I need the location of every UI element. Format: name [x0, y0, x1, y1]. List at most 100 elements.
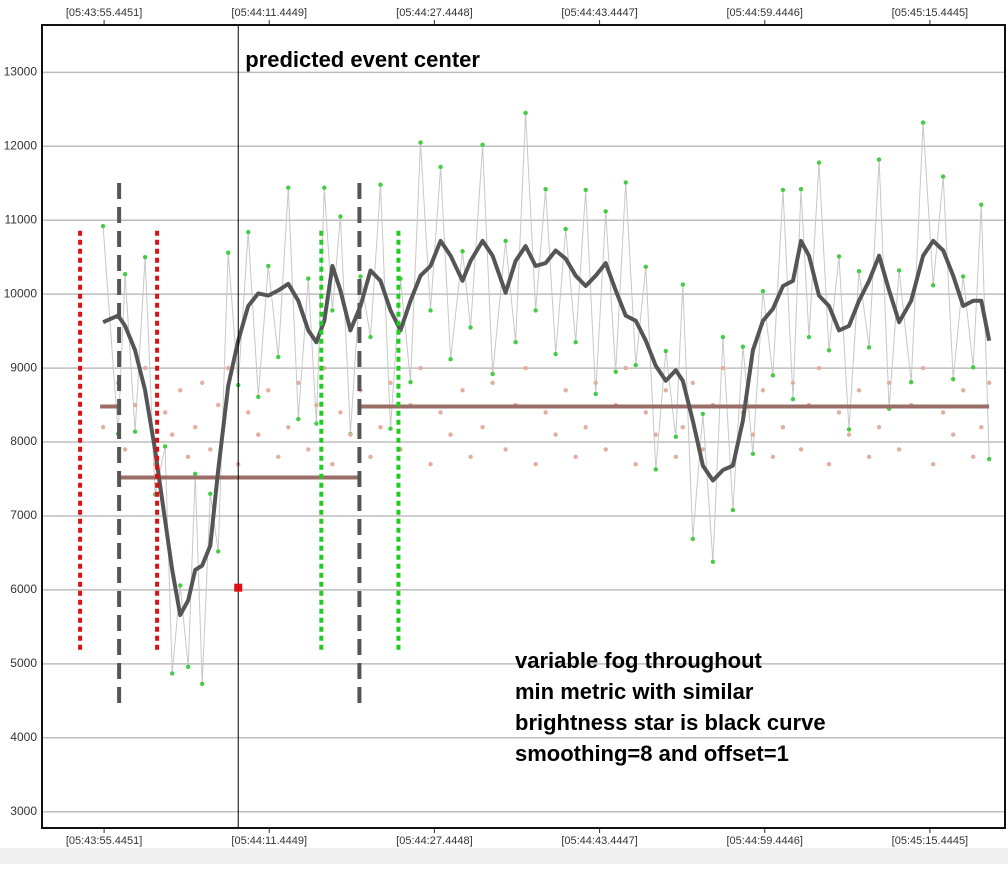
plot-frame	[41, 24, 1006, 829]
y-tick-label: 3000	[10, 804, 37, 818]
data-point	[603, 209, 608, 214]
data-point	[358, 274, 363, 279]
data-point	[368, 334, 373, 340]
data-point	[306, 447, 311, 452]
data-point	[876, 425, 882, 430]
data-point	[513, 340, 518, 345]
y-tick-label: 10000	[4, 286, 38, 300]
data-point	[142, 254, 148, 260]
data-point	[543, 410, 548, 415]
data-point	[266, 388, 271, 393]
data-point	[730, 507, 736, 513]
x-tick-label: [05:44:43.4447]	[561, 835, 637, 847]
data-point	[593, 391, 598, 397]
data-point	[760, 288, 766, 294]
data-point	[256, 432, 261, 437]
data-point	[169, 671, 175, 676]
y-tick-label: 6000	[10, 582, 37, 596]
data-point	[523, 110, 528, 116]
data-point	[256, 394, 261, 400]
data-point	[132, 429, 138, 434]
data-point	[314, 402, 319, 408]
data-point	[896, 447, 902, 452]
x-tick-label: [05:43:55.4451]	[66, 835, 142, 847]
data-point	[663, 388, 668, 393]
note-line: min metric with similar	[515, 679, 754, 704]
data-point	[418, 365, 423, 371]
data-point	[798, 447, 804, 452]
data-point	[378, 182, 383, 187]
data-point	[533, 462, 538, 467]
data-point	[503, 238, 508, 244]
data-point	[979, 202, 984, 207]
data-point	[690, 536, 696, 542]
data-point	[286, 425, 291, 430]
data-point	[987, 456, 992, 462]
data-point	[866, 345, 872, 350]
data-point	[306, 276, 311, 281]
data-point	[338, 214, 343, 219]
data-point	[960, 274, 966, 279]
data-point	[490, 371, 495, 377]
data-point	[226, 365, 231, 371]
data-point	[192, 425, 198, 430]
data-point	[553, 351, 558, 357]
x-tick-label: [05:44:27.4448]	[396, 835, 472, 847]
data-point	[770, 454, 776, 460]
data-point	[368, 454, 373, 460]
data-point	[169, 432, 175, 437]
data-point	[480, 142, 485, 147]
data-point	[623, 180, 628, 185]
y-tick-label: 7000	[10, 508, 37, 522]
note-line: smoothing=8 and offset=1	[515, 741, 789, 766]
data-point	[690, 380, 696, 386]
data-point	[322, 185, 327, 190]
data-point	[613, 369, 618, 374]
data-point	[185, 664, 191, 670]
data-point	[338, 410, 343, 415]
data-point	[653, 467, 658, 472]
data-point	[330, 462, 335, 467]
data-point	[780, 425, 786, 430]
data-point	[448, 432, 453, 437]
data-point	[826, 348, 832, 353]
y-tick-label: 13000	[4, 64, 38, 78]
data-point	[950, 376, 956, 382]
data-point	[770, 373, 776, 378]
data-point	[216, 549, 221, 554]
data-point	[876, 157, 882, 162]
data-point	[563, 226, 568, 232]
data-point	[448, 357, 453, 362]
data-point	[700, 447, 706, 452]
data-point	[633, 362, 638, 368]
data-point	[798, 186, 804, 192]
x-tick-label: [05:44:27.4448]	[396, 7, 472, 19]
data-point	[460, 388, 465, 393]
data-point	[142, 365, 148, 371]
data-point	[208, 447, 213, 452]
data-point	[573, 340, 578, 345]
data-point	[673, 434, 679, 440]
data-point	[908, 379, 914, 385]
data-point	[185, 454, 191, 460]
x-tick-label: [05:44:59.4446]	[727, 7, 803, 19]
data-point	[930, 462, 936, 467]
x-tick-label: [05:44:59.4446]	[727, 835, 803, 847]
data-point	[226, 250, 231, 255]
data-point	[408, 379, 413, 385]
data-point	[296, 380, 301, 386]
footer-strip	[0, 848, 1008, 864]
data-point	[760, 388, 766, 393]
data-point	[460, 249, 465, 254]
data-point	[979, 425, 984, 430]
x-tick-label: [05:44:11.4449]	[231, 7, 307, 19]
data-point	[940, 410, 946, 415]
data-point	[276, 454, 281, 460]
data-point	[920, 120, 926, 125]
y-tick-label: 4000	[10, 730, 37, 744]
data-point	[806, 334, 812, 340]
data-point	[100, 425, 106, 430]
data-point	[480, 425, 485, 430]
series-line	[102, 112, 990, 685]
